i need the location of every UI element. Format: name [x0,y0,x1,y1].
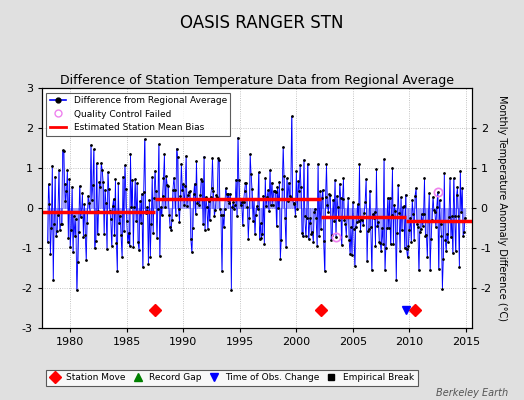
Title: Difference of Station Temperature Data from Regional Average: Difference of Station Temperature Data f… [60,74,454,87]
Y-axis label: Monthly Temperature Anomaly Difference (°C): Monthly Temperature Anomaly Difference (… [497,95,507,321]
Text: Berkeley Earth: Berkeley Earth [436,388,508,398]
Legend: Station Move, Record Gap, Time of Obs. Change, Empirical Break: Station Move, Record Gap, Time of Obs. C… [47,370,418,386]
Text: OASIS RANGER STN: OASIS RANGER STN [180,14,344,32]
